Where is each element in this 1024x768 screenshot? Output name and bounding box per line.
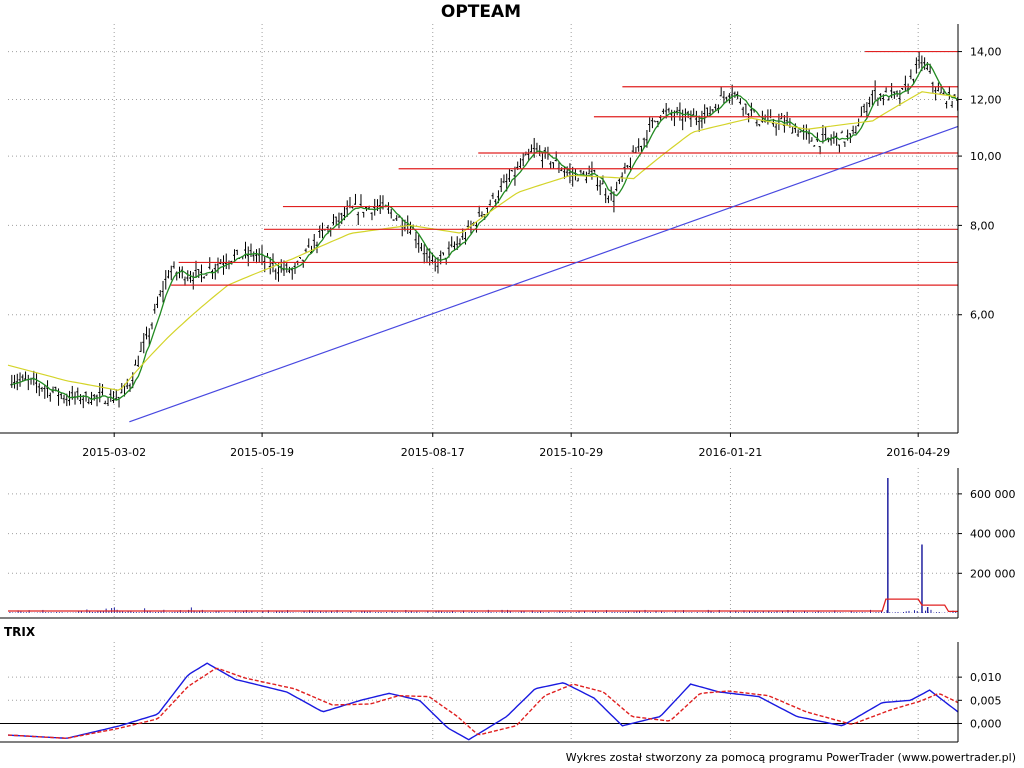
trix-y-tick-label: 0,005 xyxy=(970,694,1002,707)
trix-signal-line xyxy=(7,667,959,739)
sma-short-line xyxy=(11,62,958,401)
trix-y-tick-label: 0,010 xyxy=(970,671,1002,684)
trix-y-tick-label: 0,000 xyxy=(970,717,1002,730)
chart-title: OPTEAM xyxy=(440,2,522,22)
x-tick-label: 2015-08-17 xyxy=(401,446,465,459)
x-tick-label: 2015-05-19 xyxy=(230,446,294,459)
price-y-tick-label: 14,00 xyxy=(970,46,1002,59)
price-y-tick-label: 10,00 xyxy=(970,150,1002,163)
trix-panel xyxy=(0,662,959,741)
x-tick-label: 2015-03-02 xyxy=(82,446,146,459)
trend-line xyxy=(129,125,959,423)
credit-text: Wykres został stworzony za pomocą progra… xyxy=(565,751,1016,764)
price-panel xyxy=(7,50,959,423)
volume-y-tick-label: 200 000 xyxy=(970,567,1016,580)
price-y-tick-label: 8,00 xyxy=(970,219,995,232)
grid-layer xyxy=(8,24,958,742)
x-tick-label: 2015-10-29 xyxy=(539,446,603,459)
volume-panel xyxy=(8,477,958,613)
x-tick-label: 2016-01-21 xyxy=(698,446,762,459)
volume-y-tick-label: 600 000 xyxy=(970,488,1016,501)
sma-long-line xyxy=(7,91,957,391)
axes-layer: 2015-03-02 2015-05-19 2015-08-17 2015-10-29… xyxy=(0,24,1016,743)
price-y-tick-label: 12,00 xyxy=(970,93,1002,106)
x-tick-label: 2016-04-29 xyxy=(886,446,950,459)
trix-line xyxy=(7,662,959,741)
volume-average-line xyxy=(8,598,958,613)
price-y-tick-label: 6,00 xyxy=(970,309,995,322)
volume-y-tick-label: 400 000 xyxy=(970,528,1016,541)
trix-panel-label: TRIX xyxy=(4,625,36,639)
